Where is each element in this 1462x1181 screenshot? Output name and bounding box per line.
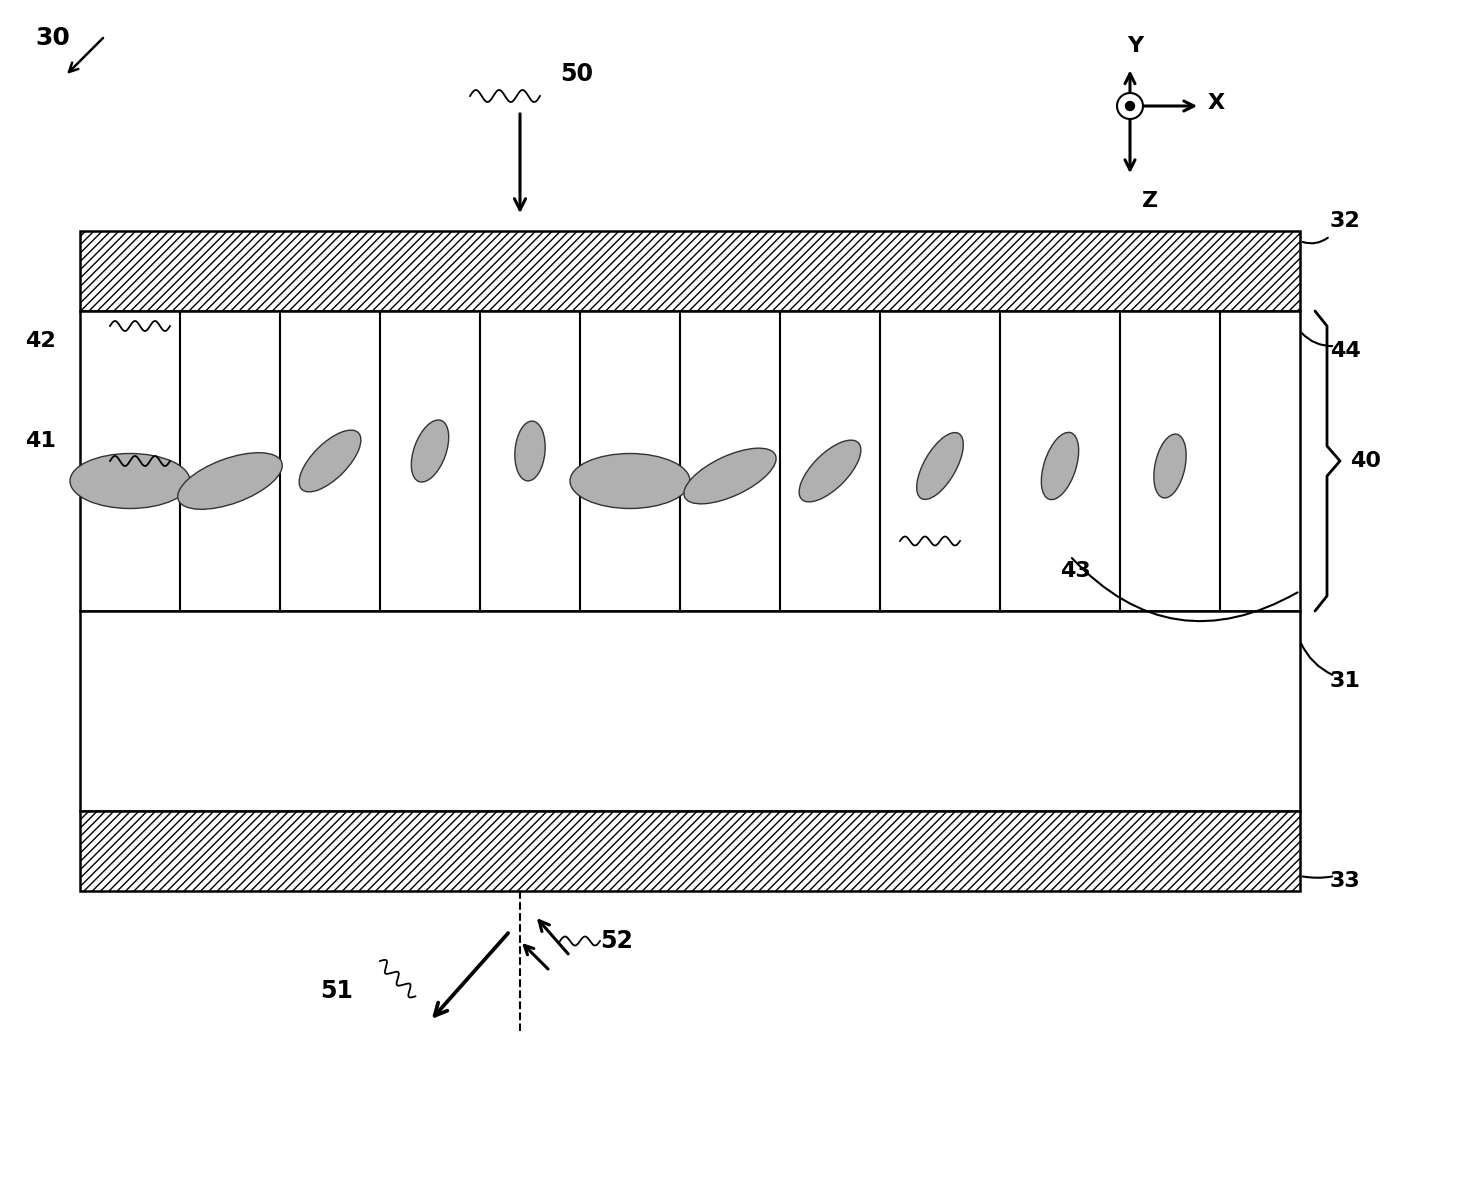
Text: 41: 41 [25, 431, 56, 451]
Bar [80, 231, 1300, 311]
Text: 51: 51 [320, 979, 352, 1003]
Text: 33: 33 [1330, 872, 1361, 890]
Ellipse shape [515, 422, 545, 481]
Ellipse shape [917, 432, 963, 500]
Bar [80, 811, 1300, 890]
Text: 32: 32 [1330, 211, 1361, 231]
Ellipse shape [570, 454, 690, 509]
Bar [80, 311, 1300, 611]
Circle shape [1117, 93, 1143, 119]
Ellipse shape [411, 420, 449, 482]
Ellipse shape [1041, 432, 1079, 500]
Text: Y: Y [1127, 35, 1143, 56]
Text: 50: 50 [560, 61, 594, 86]
Ellipse shape [300, 430, 361, 491]
Ellipse shape [1154, 435, 1186, 498]
Ellipse shape [178, 452, 282, 509]
Text: 30: 30 [35, 26, 70, 50]
Bar [80, 611, 1300, 811]
Ellipse shape [684, 448, 776, 504]
Text: 43: 43 [1060, 561, 1091, 581]
Text: 44: 44 [1330, 341, 1361, 361]
Ellipse shape [70, 454, 190, 509]
Text: 31: 31 [1330, 671, 1361, 691]
Circle shape [1126, 102, 1135, 111]
Ellipse shape [800, 441, 861, 502]
Text: 40: 40 [1349, 451, 1382, 471]
Text: Z: Z [1142, 191, 1158, 211]
Text: 42: 42 [25, 331, 56, 351]
Text: X: X [1208, 93, 1225, 113]
Text: 52: 52 [599, 929, 633, 953]
